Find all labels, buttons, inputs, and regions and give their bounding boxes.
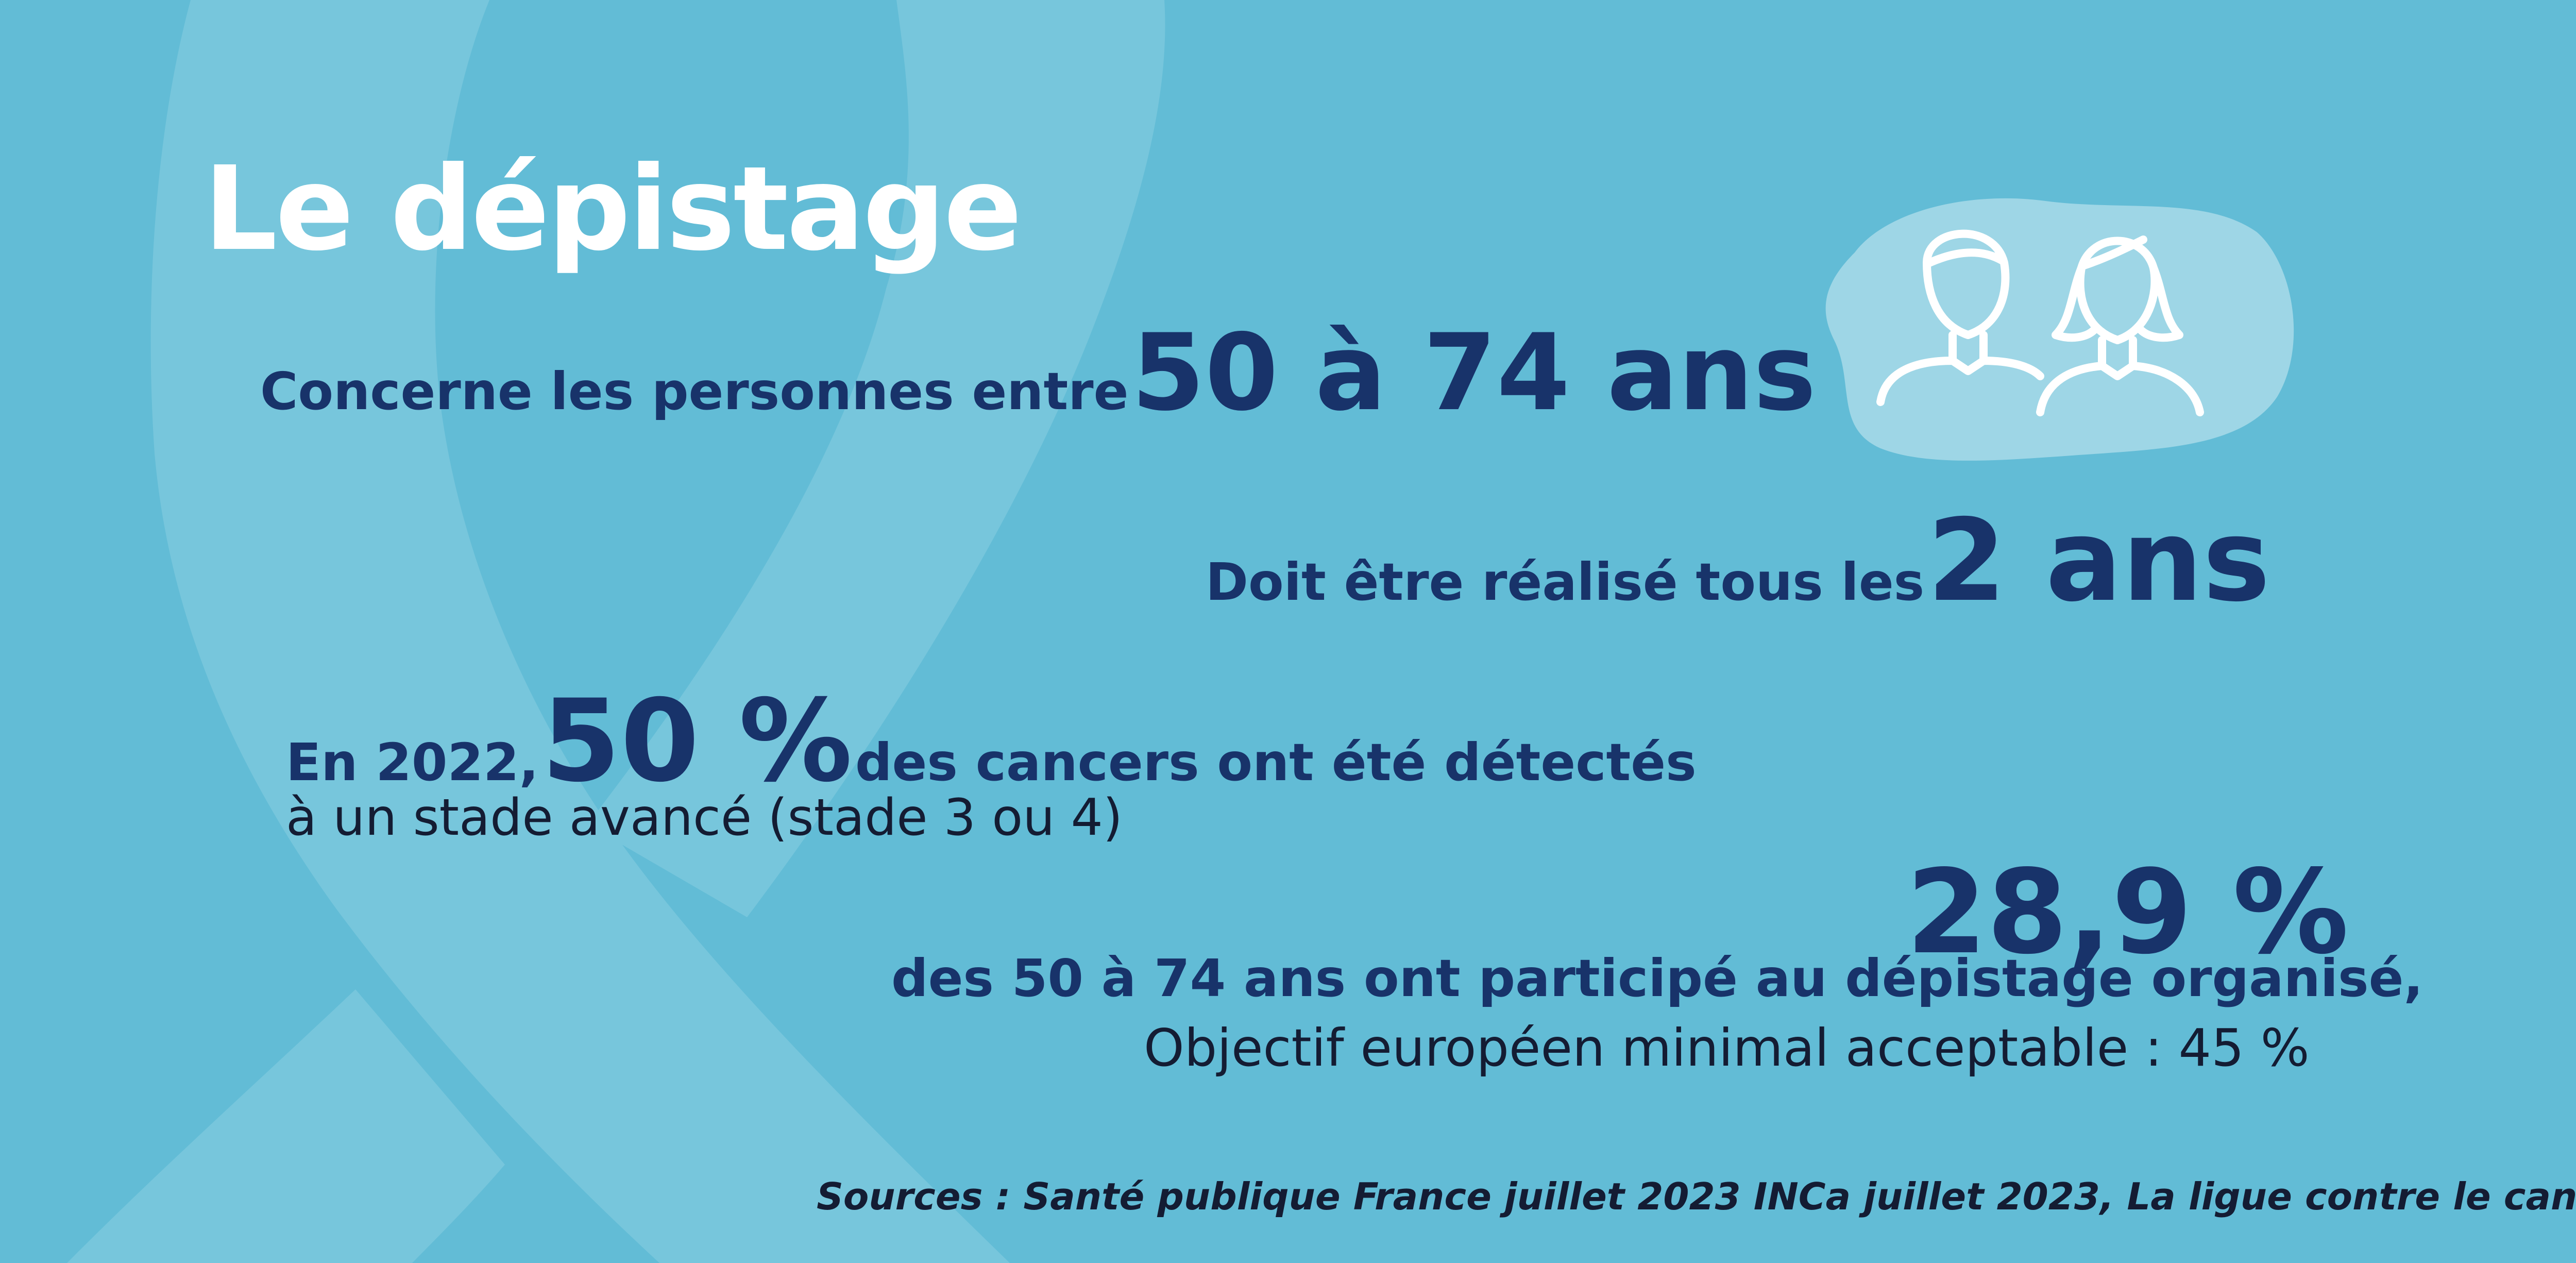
advanced-stage-detail: à un stade avancé (stade 3 ou 4) <box>286 788 1123 847</box>
sources-note: Sources : Santé publique France juillet … <box>817 1175 2576 1218</box>
people-icon <box>1825 198 2294 461</box>
frequency-line: Doit être réalisé tous les 2 ans <box>1206 495 2270 627</box>
age-range-highlight: 50 à 74 ans <box>1131 312 1817 434</box>
age-range-prefix: Concerne les personnes entre <box>260 361 1129 422</box>
page-title: Le dépistage <box>204 142 1022 277</box>
age-range-line: Concerne les personnes entre 50 à 74 ans <box>260 312 1816 434</box>
advanced-stage-suffix: des cancers ont été détectés <box>855 732 1697 793</box>
participation-text: des 50 à 74 ans ont participé au dépista… <box>891 948 2424 1008</box>
frequency-highlight: 2 ans <box>1927 495 2270 627</box>
objective-text: Objectif européen minimal acceptable : 4… <box>1144 1018 2310 1078</box>
participation-highlight: 28,9 % <box>1906 845 2349 980</box>
frequency-prefix: Doit être réalisé tous les <box>1206 552 1925 612</box>
advanced-stage-prefix: En 2022, <box>286 732 539 793</box>
advanced-stage-line: En 2022, 50 % des cancers ont été détect… <box>286 675 1697 807</box>
advanced-stage-highlight: 50 % <box>541 675 853 807</box>
